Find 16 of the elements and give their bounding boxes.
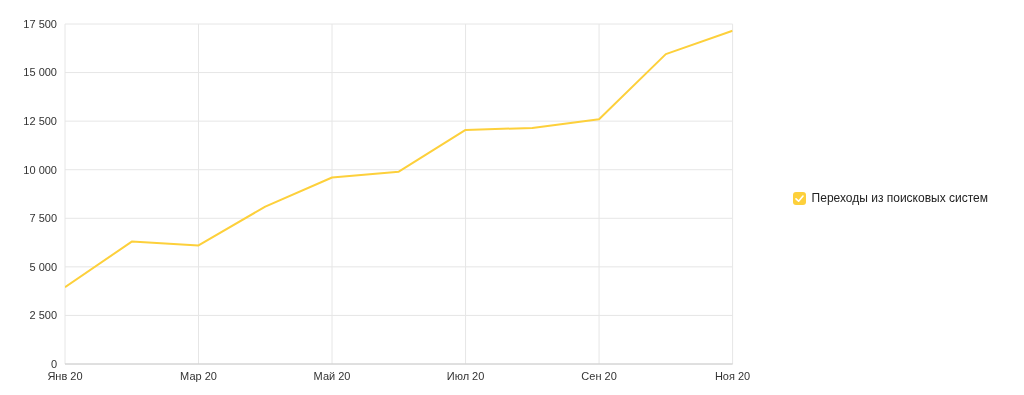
x-tick-label: Ноя 20	[714, 369, 751, 382]
y-tick-label: 7 500	[29, 212, 57, 225]
x-tick-label: Май 20	[313, 369, 351, 382]
y-tick-label: 15 000	[23, 66, 57, 79]
y-tick-label: 12 500	[23, 115, 57, 128]
x-tick-label: Сен 20	[581, 369, 617, 382]
y-tick-label: 2 500	[29, 309, 57, 322]
x-tick-label: Янв 20	[47, 369, 83, 382]
legend-label: Переходы из поисковых систем	[811, 191, 988, 205]
line-series	[65, 29, 733, 289]
y-tick-label: 0	[50, 357, 57, 370]
y-tick-label: 17 500	[23, 17, 57, 30]
y-tick-label: 5 000	[29, 260, 57, 273]
x-tick-label: Мар 20	[180, 369, 217, 382]
x-tick-label: Июл 20	[446, 369, 485, 382]
y-tick-label: 10 000	[23, 163, 57, 176]
